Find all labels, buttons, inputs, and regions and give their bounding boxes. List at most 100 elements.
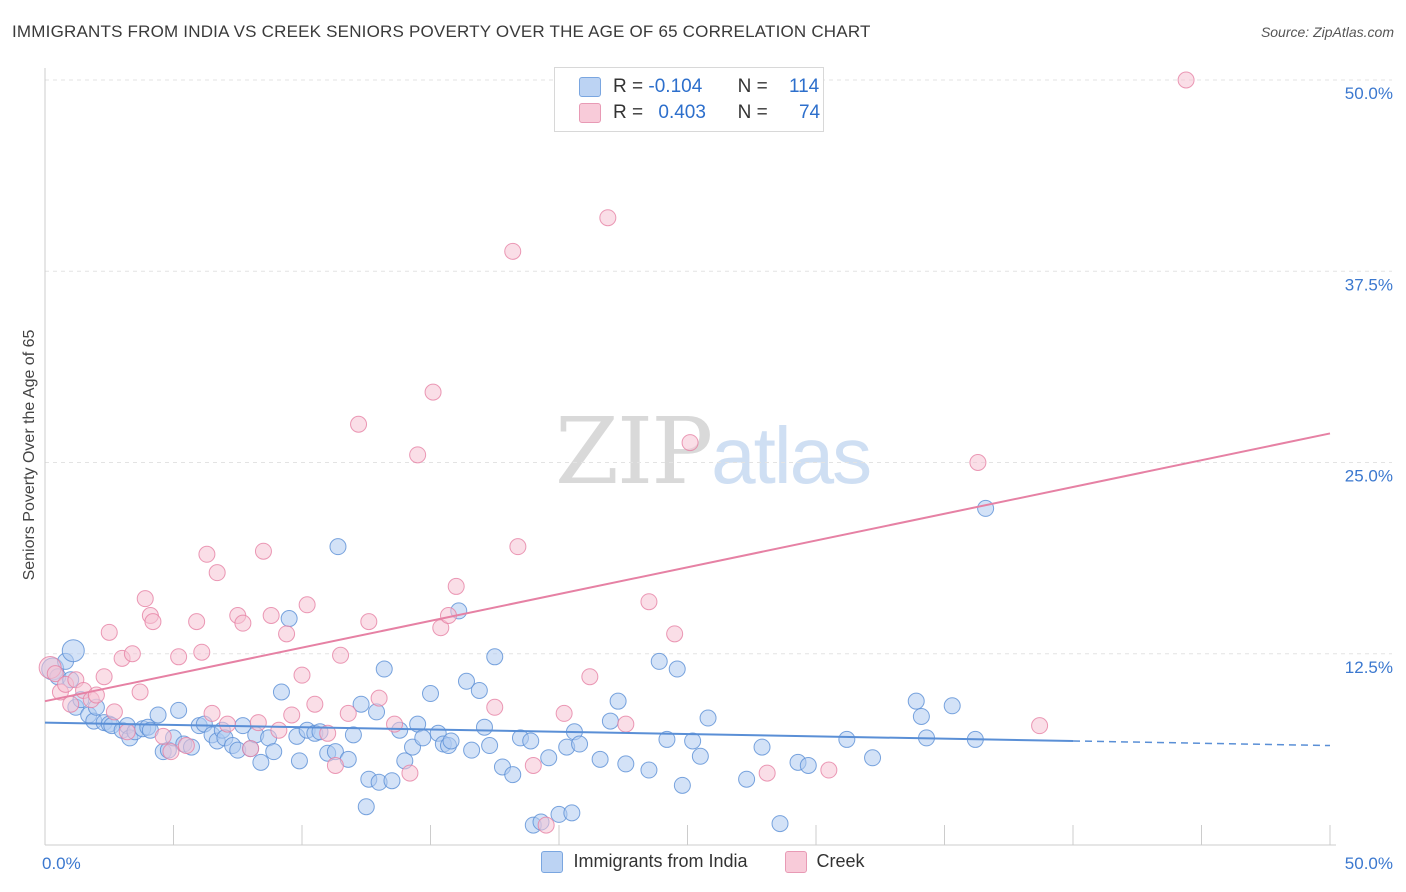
creek-point <box>581 668 599 686</box>
india-n-label: N = <box>737 76 768 97</box>
india-point <box>265 743 283 761</box>
india-point <box>280 610 298 628</box>
india-r-value: -0.104 <box>648 76 703 97</box>
india-point <box>753 738 771 756</box>
india-point <box>571 735 589 753</box>
creek-point <box>136 590 154 608</box>
creek-point <box>118 723 136 741</box>
india-point <box>414 729 432 747</box>
india-point <box>290 752 308 770</box>
india-point <box>617 755 635 773</box>
india-point <box>650 652 668 670</box>
india-point <box>486 648 504 666</box>
creek-point <box>208 564 226 582</box>
india-point <box>591 750 609 768</box>
creek-point <box>326 756 344 774</box>
creek-point <box>283 706 301 724</box>
india-point <box>504 766 522 784</box>
india-point <box>943 697 961 715</box>
india-point <box>368 703 386 721</box>
india-point <box>699 709 717 727</box>
stats-legend: R = -0.104 N = 114 R = 0.403 N = 74 <box>554 67 824 132</box>
india-point <box>601 712 619 730</box>
india-point <box>563 804 581 822</box>
legend-item-india: Immigrants from India <box>541 851 748 874</box>
creek-point <box>298 596 316 614</box>
creek-point <box>177 737 195 755</box>
watermark-zip: ZIP <box>555 398 713 505</box>
creek-n-label: N = <box>737 102 768 123</box>
creek-point <box>370 689 388 707</box>
creek-point <box>339 704 357 722</box>
india-point <box>383 772 401 790</box>
india-point <box>252 753 270 771</box>
india-point <box>375 660 393 678</box>
creek-point <box>203 704 221 722</box>
creek-point <box>95 668 113 686</box>
india-point <box>977 499 995 517</box>
creek-point <box>332 646 350 664</box>
india-trend-extension <box>1072 740 1331 747</box>
india-point <box>329 538 347 556</box>
y-tick-label: 12.5% <box>1345 658 1393 677</box>
creek-point <box>198 545 216 563</box>
creek-point <box>486 698 504 716</box>
x-tick-label-max: 50.0% <box>1345 854 1393 873</box>
india-point <box>470 681 488 699</box>
india-point <box>481 737 499 755</box>
creek-point <box>432 619 450 637</box>
creek-point <box>319 724 337 742</box>
creek-point <box>154 727 172 745</box>
creek-point <box>447 577 465 595</box>
india-point <box>691 747 709 765</box>
creek-point <box>270 721 288 739</box>
creek-point <box>170 648 188 666</box>
creek-point <box>162 743 180 761</box>
y-tick-label: 25.0% <box>1345 467 1393 486</box>
watermark: ZIPatlas <box>555 398 872 505</box>
creek-point <box>1031 717 1049 735</box>
creek-point <box>350 415 368 433</box>
india-point <box>738 770 756 788</box>
y-tick-label: 37.5% <box>1345 275 1393 294</box>
creek-point <box>820 761 838 779</box>
creek-point <box>424 383 442 401</box>
creek-point <box>278 625 296 643</box>
creek-point <box>123 645 141 663</box>
india-point <box>609 692 627 710</box>
creek-point <box>234 614 252 632</box>
creek-point <box>254 542 272 560</box>
creek-point <box>360 613 378 631</box>
creek-point <box>100 623 118 641</box>
creek-point <box>218 715 236 733</box>
creek-point <box>62 695 80 713</box>
india-point <box>149 706 167 724</box>
india-point <box>475 718 493 736</box>
india-point <box>463 741 481 759</box>
india-r-label: R = <box>613 76 644 97</box>
creek-point <box>1177 71 1195 89</box>
creek-swatch <box>579 103 601 123</box>
creek-point <box>599 209 617 227</box>
creek-point <box>524 756 542 774</box>
creek-point <box>306 695 324 713</box>
india-point <box>522 732 540 750</box>
creek-point <box>401 764 419 782</box>
legend-creek-label: Creek <box>816 851 865 871</box>
creek-point <box>144 613 162 631</box>
creek-point <box>131 683 149 701</box>
creek-point <box>262 607 280 624</box>
legend-row-india: R = -0.104 N = 114 <box>579 76 819 100</box>
india-point <box>170 701 188 719</box>
india-point <box>658 730 676 748</box>
india-point <box>422 685 439 703</box>
creek-point <box>537 816 555 834</box>
india-swatch <box>579 77 601 97</box>
india-point <box>907 692 925 710</box>
creek-point <box>409 446 427 464</box>
india-point <box>912 707 930 725</box>
creek-r-label: R = <box>613 102 644 123</box>
creek-r-value: 0.403 <box>658 102 706 123</box>
india-point <box>864 749 882 767</box>
